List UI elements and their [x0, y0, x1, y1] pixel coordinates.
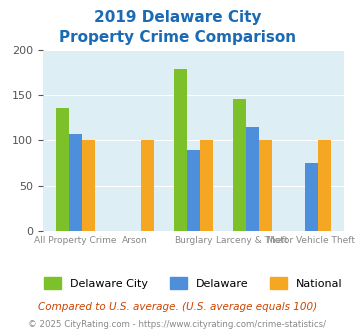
Text: 2019 Delaware City: 2019 Delaware City	[94, 10, 261, 25]
Bar	[141, 140, 154, 231]
Text: © 2025 CityRating.com - https://www.cityrating.com/crime-statistics/: © 2025 CityRating.com - https://www.city…	[28, 320, 327, 329]
Text: Compared to U.S. average. (U.S. average equals 100): Compared to U.S. average. (U.S. average …	[38, 302, 317, 312]
Bar	[200, 140, 213, 231]
Legend: Delaware City, Delaware, National: Delaware City, Delaware, National	[39, 272, 348, 294]
Bar	[233, 98, 246, 231]
Bar	[174, 70, 187, 231]
Bar	[82, 140, 95, 231]
Text: Property Crime Comparison: Property Crime Comparison	[59, 30, 296, 45]
Bar	[187, 150, 200, 231]
Bar	[318, 140, 331, 231]
Bar	[305, 163, 318, 231]
Bar	[259, 140, 272, 231]
Bar	[69, 134, 82, 231]
Bar	[56, 109, 69, 231]
Bar	[246, 127, 259, 231]
